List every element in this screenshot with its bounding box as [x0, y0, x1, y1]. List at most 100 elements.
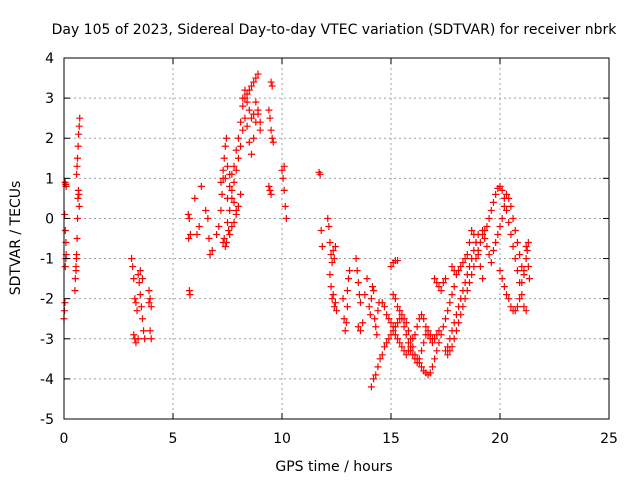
data-point: [396, 307, 404, 315]
data-point: [206, 251, 214, 259]
x-axis-label: GPS time / hours: [275, 459, 392, 475]
data-point: [140, 327, 148, 335]
data-point: [507, 230, 515, 238]
data-point: [213, 230, 221, 238]
data-point: [254, 106, 262, 114]
data-point: [267, 78, 275, 86]
data-point: [483, 243, 491, 251]
data-point: [254, 70, 262, 78]
data-point: [378, 299, 386, 307]
data-point: [442, 315, 449, 323]
data-point: [219, 166, 227, 174]
data-point: [518, 291, 526, 299]
data-point: [468, 271, 476, 279]
data-point: [470, 230, 478, 238]
data-point: [330, 255, 338, 263]
data-point: [387, 263, 395, 271]
data-point: [185, 287, 193, 295]
data-point: [252, 74, 260, 82]
data-point: [141, 335, 149, 343]
data-point: [415, 355, 423, 363]
x-tick-label: 5: [169, 431, 178, 447]
data-point: [228, 194, 236, 202]
data-point: [230, 198, 238, 206]
data-point: [220, 235, 228, 242]
data-point: [74, 154, 82, 162]
data-point: [237, 118, 245, 126]
data-point: [268, 134, 276, 142]
data-point: [185, 214, 193, 222]
data-point: [250, 78, 258, 86]
data-point: [130, 275, 138, 283]
data-point: [340, 315, 348, 323]
data-point: [409, 351, 417, 359]
data-point: [76, 114, 84, 122]
data-point: [215, 222, 223, 230]
data-point: [505, 194, 513, 202]
data-point: [341, 327, 349, 335]
data-point: [370, 287, 378, 295]
data-point: [485, 251, 493, 259]
data-point: [366, 311, 374, 319]
data-point: [226, 230, 234, 238]
data-point: [446, 299, 454, 307]
data-point: [520, 303, 528, 311]
data-point: [511, 307, 519, 315]
data-point: [444, 307, 452, 315]
data-point: [428, 363, 436, 371]
data-point: [435, 339, 443, 347]
data-point: [237, 190, 245, 198]
data-point: [394, 319, 402, 327]
data-point: [146, 295, 154, 303]
data-point: [398, 315, 406, 323]
data-point: [220, 154, 228, 162]
data-point: [487, 259, 495, 267]
data-point: [461, 255, 469, 263]
data-point: [372, 323, 380, 331]
y-tick-label: 0: [45, 211, 54, 227]
data-point: [385, 335, 393, 343]
data-point: [426, 369, 434, 377]
data-point: [522, 307, 530, 315]
data-point: [433, 279, 441, 287]
data-point: [280, 162, 288, 170]
data-point: [372, 371, 380, 379]
data-point: [184, 210, 192, 218]
data-point: [435, 327, 443, 335]
data-point: [394, 303, 402, 311]
data-point: [394, 257, 402, 265]
data-point: [523, 247, 531, 255]
x-tick-label: 25: [600, 431, 618, 447]
data-point: [226, 206, 234, 214]
data-point: [71, 287, 79, 295]
data-point: [328, 295, 336, 303]
data-point: [266, 114, 274, 122]
data-point: [489, 247, 497, 255]
data-series: [60, 70, 533, 391]
data-point: [218, 190, 226, 198]
data-point: [250, 134, 258, 142]
data-point: [247, 82, 255, 90]
data-point: [145, 299, 153, 307]
data-point: [380, 303, 388, 311]
data-point: [418, 347, 426, 355]
data-point: [356, 327, 364, 335]
data-point: [329, 247, 337, 255]
data-point: [498, 214, 506, 222]
data-point: [224, 218, 231, 226]
data-point: [237, 142, 245, 150]
data-point: [509, 214, 517, 222]
data-point: [433, 347, 441, 355]
data-point: [328, 259, 336, 267]
data-point: [61, 210, 69, 218]
data-point: [330, 303, 338, 311]
data-point: [232, 166, 240, 174]
y-tick-label: 2: [45, 131, 54, 147]
data-point: [72, 255, 80, 263]
data-point: [446, 347, 454, 355]
data-point: [455, 267, 463, 275]
data-point: [130, 331, 138, 339]
data-point: [505, 295, 513, 303]
data-point: [344, 275, 352, 283]
data-point: [374, 307, 382, 315]
